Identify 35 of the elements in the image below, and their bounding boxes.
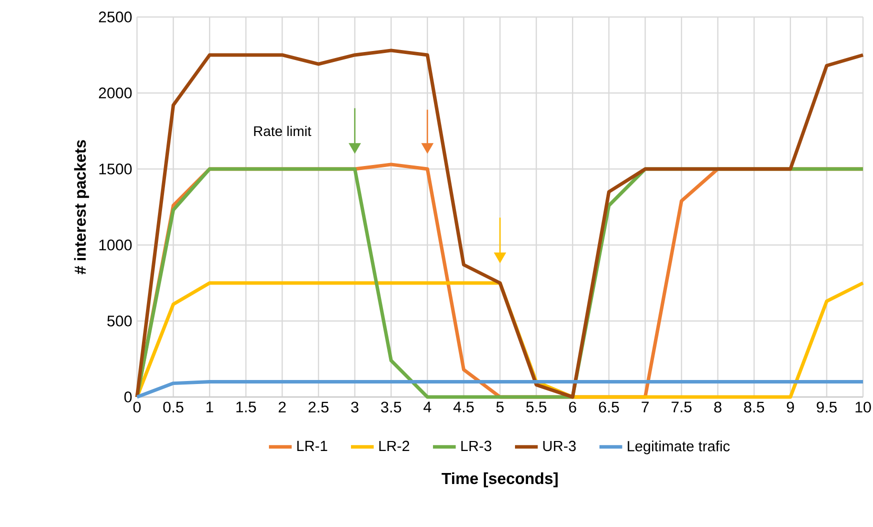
y-tick-label: 2500	[98, 12, 132, 22]
x-tick-label: 1.5	[236, 402, 256, 412]
x-tick-label: 4.5	[453, 402, 474, 412]
legend-label: LR-3	[461, 440, 492, 452]
x-tick-label: 6	[569, 402, 576, 413]
x-tick-label: 6.5	[599, 402, 619, 413]
y-tick-label: 0	[124, 392, 132, 402]
x-tick-label: 7.5	[672, 402, 692, 412]
x-tick-label: 5.5	[526, 402, 546, 412]
x-tick-label: 4	[424, 402, 432, 412]
x-tick-label: 9	[786, 402, 794, 413]
y-axis-title: # interest packets	[74, 140, 90, 274]
y-tick-label: 500	[107, 316, 132, 326]
x-tick-label: 8	[714, 402, 722, 413]
legend-label: UR-3	[543, 440, 576, 452]
x-axis-title: Time [seconds]	[442, 472, 558, 488]
annotation: Rate limit	[254, 126, 312, 136]
legend-label: LR-1	[297, 440, 328, 451]
y-tick-label: 1000	[99, 240, 132, 250]
x-tick-label: 0.5	[163, 402, 184, 413]
x-tick-label: 3	[351, 402, 358, 413]
x-tick-label: 10	[856, 402, 871, 413]
y-tick-label: 2000	[98, 88, 132, 98]
x-tick-label: 9.5	[816, 402, 837, 413]
legend-label: Legitimate trafic	[628, 440, 730, 454]
x-tick-label: 5	[496, 402, 504, 412]
x-tick-label: 1	[206, 402, 214, 412]
y-tick-label: 1500	[99, 164, 132, 174]
legend-label: LR-2	[379, 440, 410, 452]
x-tick-label: 2	[278, 402, 286, 412]
x-tick-label: 3.5	[381, 402, 402, 413]
x-tick-label: 7	[642, 402, 649, 412]
x-tick-label: 8.5	[744, 402, 764, 413]
x-tick-label: 0	[133, 402, 141, 413]
x-tick-label: 2.5	[308, 402, 329, 413]
